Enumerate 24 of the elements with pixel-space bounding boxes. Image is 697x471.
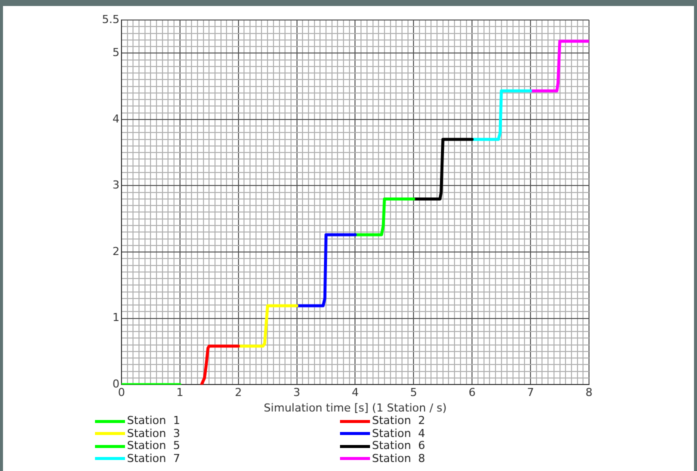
x-tick-label: 7 bbox=[527, 386, 534, 400]
x-tick-label: 3 bbox=[293, 386, 300, 400]
legend-label: Station 4 bbox=[372, 426, 426, 440]
y-tick-label: 3 bbox=[112, 178, 120, 192]
legend-label: Station 2 bbox=[372, 414, 426, 428]
y-tick-label: 4 bbox=[112, 112, 120, 126]
x-tick-label: 1 bbox=[176, 386, 184, 400]
y-tick-label: 2 bbox=[112, 244, 120, 258]
legend-label: Station 7 bbox=[127, 452, 180, 465]
y-tick-label: 0 bbox=[112, 377, 120, 390]
legend-label: Station 3 bbox=[127, 426, 180, 440]
legend-label: Station 1 bbox=[127, 414, 180, 428]
y-tick-label: 5 bbox=[112, 46, 120, 60]
x-tick-label: 2 bbox=[234, 386, 242, 400]
legend-label: Station 6 bbox=[372, 439, 426, 452]
y-tick-label: 1 bbox=[112, 311, 120, 324]
x-tick-label: 8 bbox=[586, 386, 592, 400]
legend-label: Station 8 bbox=[372, 452, 426, 465]
y-tick-label: 5.5 bbox=[102, 12, 120, 26]
x-axis-title: Simulation time [s] (1 Station / s) bbox=[264, 401, 447, 414]
x-tick-label: 6 bbox=[468, 386, 476, 400]
x-tick-label: 4 bbox=[352, 386, 359, 400]
legend-label: Station 5 bbox=[127, 439, 180, 452]
x-tick-label: 5 bbox=[410, 386, 418, 400]
